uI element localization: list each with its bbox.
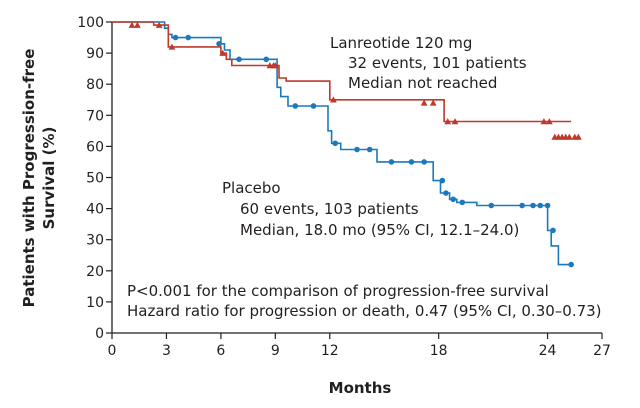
placebo-censor-mark <box>544 202 551 209</box>
placebo-censor-mark <box>488 202 495 209</box>
placebo-censor-mark <box>185 34 192 41</box>
lanreotide-120-mg-censor-mark <box>451 118 459 125</box>
placebo-censor-mark <box>236 56 242 63</box>
placebo-censor-mark <box>263 56 270 63</box>
x-tick-label-3: 3 <box>162 343 171 359</box>
lanreotide-median: Median not reached <box>348 74 497 92</box>
x-tick-label-27: 27 <box>593 343 611 359</box>
y-axis-title-line-2: Survival (%) <box>40 127 58 230</box>
placebo-censor-mark <box>172 34 179 41</box>
placebo-censor-mark <box>292 103 299 109</box>
lanreotide-120-mg-censor-mark <box>565 133 573 140</box>
placebo-censor-mark <box>459 199 466 206</box>
y-tick-label-90: 90 <box>86 46 104 62</box>
x-tick-label-18: 18 <box>430 343 448 359</box>
placebo-events: 60 events, 103 patients <box>240 200 419 218</box>
lanreotide-120-mg-censor-mark <box>168 43 176 50</box>
placebo-censor-mark <box>537 202 544 209</box>
lanreotide-120-mg-censor-mark <box>429 99 437 106</box>
y-axis-title: Patients with Progression-free Survival … <box>20 49 58 308</box>
placebo-censor-mark <box>568 261 574 268</box>
placebo-censor-mark <box>450 196 456 203</box>
lanreotide-120-mg-censor-mark <box>444 118 452 125</box>
y-tick-label-70: 70 <box>86 108 104 124</box>
y-tick-label-100: 100 <box>77 15 104 31</box>
placebo-curve <box>112 21 572 266</box>
y-tick-label-60: 60 <box>86 139 104 155</box>
y-tick-label-30: 30 <box>86 233 104 249</box>
lanreotide-120-mg-censor-mark <box>134 21 141 28</box>
lanreotide-120-mg-censor-mark <box>575 133 582 140</box>
lanreotide-120-mg-censor-mark <box>540 118 548 125</box>
x-tick-label-24: 24 <box>539 343 557 359</box>
x-tick-label-0: 0 <box>108 343 117 359</box>
placebo-censor-mark <box>550 227 556 234</box>
y-tick-label-80: 80 <box>86 77 104 93</box>
x-tick-label-9: 9 <box>271 343 280 359</box>
placebo-median: Median, 18.0 mo (95% CI, 12.1–24.0) <box>240 221 519 239</box>
lanreotide-120-mg-censor-mark <box>271 62 279 69</box>
placebo-censor-mark <box>354 146 360 153</box>
placebo-censor-mark <box>332 140 339 147</box>
y-tick-label-20: 20 <box>86 264 104 280</box>
annotations: Lanreotide 120 mg 32 events, 101 patient… <box>127 34 602 320</box>
lanreotide-name: Lanreotide 120 mg <box>330 34 472 52</box>
x-tick-label-12: 12 <box>321 343 339 359</box>
lanreotide-120-mg-censor-mark <box>128 21 136 28</box>
placebo-censor-mark <box>421 159 427 165</box>
placebo-censor-mark <box>216 40 222 47</box>
hazard-ratio-note: Hazard ratio for progression or death, 0… <box>127 302 602 320</box>
y-axis-title-line-1: Patients with Progression-free <box>20 49 38 308</box>
lanreotide-events: 32 events, 101 patients <box>348 54 527 72</box>
lanreotide-120-mg-censor-mark <box>420 99 428 106</box>
lanreotide-120-mg-censor-mark <box>545 118 553 125</box>
lanreotide-120-mg-censor-mark <box>330 96 337 103</box>
placebo-censor-mark <box>439 177 446 184</box>
placebo-censor-mark <box>519 202 525 209</box>
p-value-note: P<0.001 for the comparison of progressio… <box>127 282 549 300</box>
placebo-censor-mark <box>443 190 449 196</box>
lanreotide-120-mg-censor-mark <box>155 21 163 28</box>
lanreotide-120-mg-curve <box>112 21 572 123</box>
placebo-censor-mark <box>408 159 415 165</box>
x-axis-title: Months <box>329 379 392 397</box>
y-tick-label-0: 0 <box>95 326 104 342</box>
x-tick-label-6: 6 <box>216 343 225 359</box>
y-tick-label-50: 50 <box>86 171 104 187</box>
placebo-censor-mark <box>310 103 317 109</box>
placebo-censor-mark <box>530 202 536 209</box>
y-tick-label-40: 40 <box>86 202 104 218</box>
series-layer <box>112 21 582 268</box>
lanreotide-120-mg-censor-mark <box>219 49 227 56</box>
placebo-censor-mark <box>388 159 395 165</box>
placebo-censor-mark <box>366 146 373 153</box>
placebo-name: Placebo <box>222 179 281 197</box>
ticks: 0 10 20 30 40 50 60 70 80 90 100 0 3 6 9 12 18 24 27 <box>77 15 611 359</box>
y-tick-label-10: 10 <box>86 295 104 311</box>
